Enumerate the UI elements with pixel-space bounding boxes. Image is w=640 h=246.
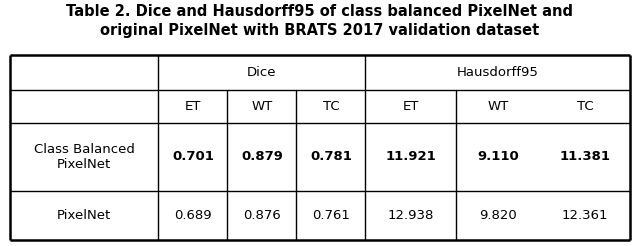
Text: TC: TC [577,100,593,113]
Text: Hausdorff95: Hausdorff95 [457,66,539,79]
Text: 11.381: 11.381 [559,150,611,163]
Text: 0.689: 0.689 [174,209,212,222]
Text: 0.876: 0.876 [243,209,281,222]
Text: 12.361: 12.361 [562,209,608,222]
Text: Class Balanced
PixelNet: Class Balanced PixelNet [33,143,134,171]
Text: ET: ET [403,100,419,113]
Text: Dice: Dice [247,66,276,79]
Text: 0.781: 0.781 [310,150,352,163]
Text: WT: WT [487,100,509,113]
Text: 9.110: 9.110 [477,150,519,163]
Text: 11.921: 11.921 [385,150,436,163]
Text: 0.701: 0.701 [172,150,214,163]
Text: Table 2. Dice and Hausdorff95 of class balanced PixelNet and
original PixelNet w: Table 2. Dice and Hausdorff95 of class b… [67,4,573,38]
Text: 9.820: 9.820 [479,209,516,222]
Text: TC: TC [323,100,339,113]
Text: 0.761: 0.761 [312,209,350,222]
Text: ET: ET [185,100,201,113]
Text: 12.938: 12.938 [388,209,434,222]
Text: 0.879: 0.879 [241,150,283,163]
Text: PixelNet: PixelNet [57,209,111,222]
Text: WT: WT [252,100,273,113]
